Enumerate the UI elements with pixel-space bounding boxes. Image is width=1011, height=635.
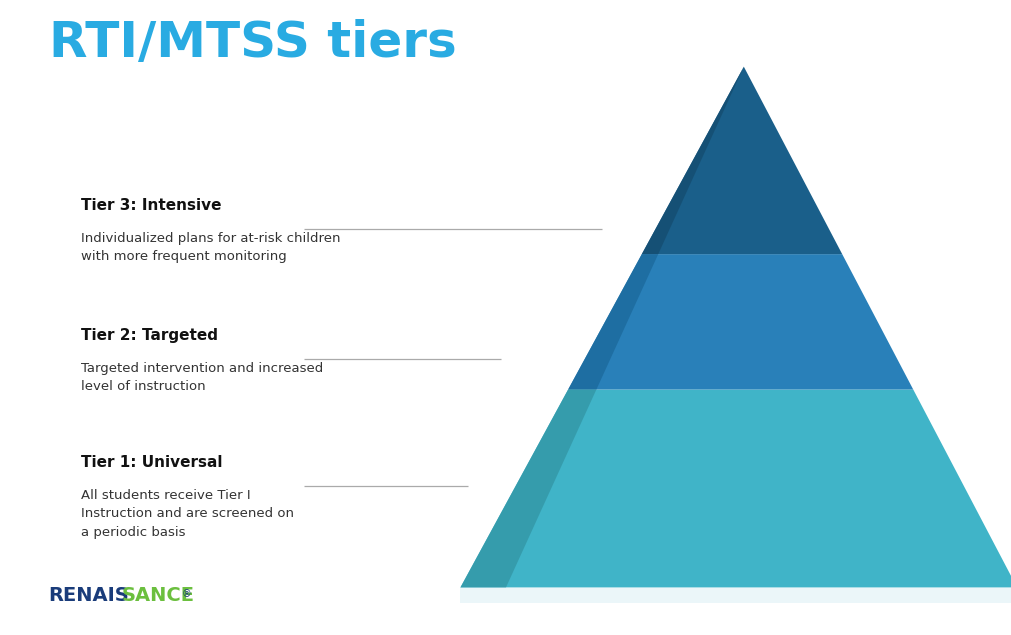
Text: All students receive Tier I
Instruction and are screened on
a periodic basis: All students receive Tier I Instruction …: [81, 489, 293, 539]
Polygon shape: [567, 254, 912, 389]
Polygon shape: [567, 254, 657, 389]
Text: RENAIS: RENAIS: [49, 585, 129, 605]
Text: Individualized plans for at-risk children
with more frequent monitoring: Individualized plans for at-risk childre…: [81, 232, 340, 264]
Text: SANCE: SANCE: [121, 585, 194, 605]
Text: Targeted intervention and increased
level of instruction: Targeted intervention and increased leve…: [81, 362, 323, 394]
Text: Tier 2: Targeted: Tier 2: Targeted: [81, 328, 217, 343]
Text: ®: ®: [181, 589, 191, 599]
Polygon shape: [641, 67, 743, 254]
Text: Tier 1: Universal: Tier 1: Universal: [81, 455, 222, 470]
Polygon shape: [460, 389, 1011, 587]
Polygon shape: [641, 67, 841, 254]
Polygon shape: [460, 587, 1011, 603]
Polygon shape: [460, 389, 595, 587]
Text: Tier 3: Intensive: Tier 3: Intensive: [81, 197, 221, 213]
Text: RTI/MTSS tiers: RTI/MTSS tiers: [49, 19, 456, 67]
